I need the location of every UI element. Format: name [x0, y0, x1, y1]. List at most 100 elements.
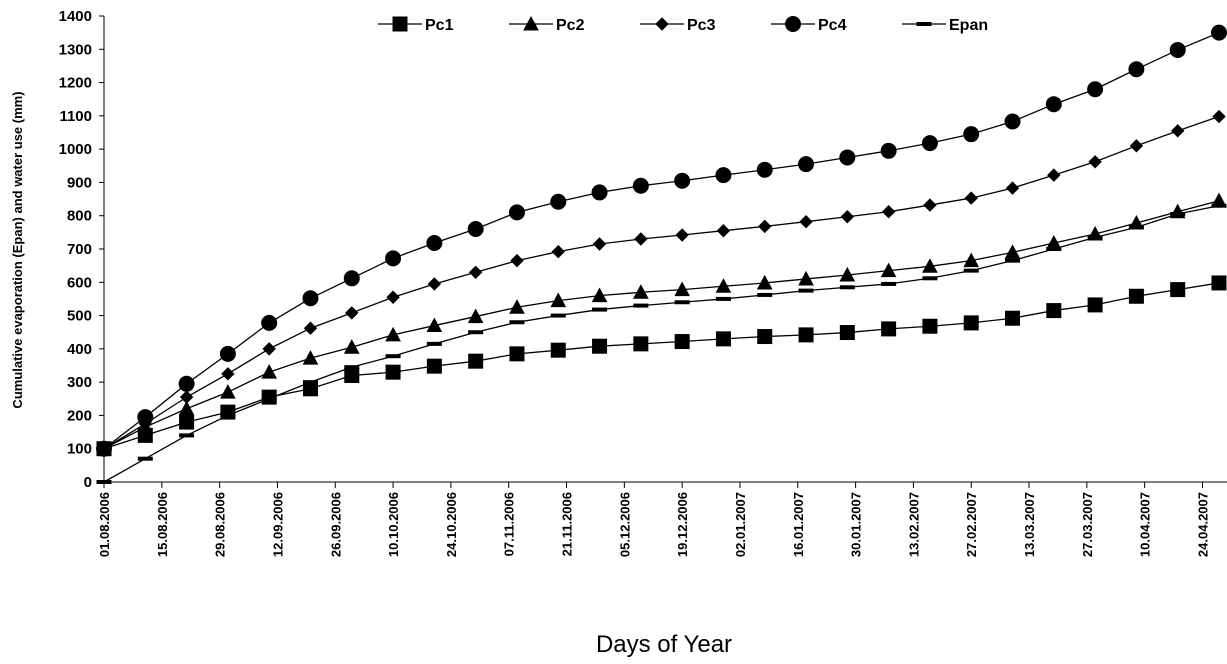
data-point [385, 250, 402, 267]
x-tick-label: 27.02.2007 [964, 492, 979, 557]
data-point [715, 167, 732, 184]
data-point [715, 331, 731, 347]
data-point [922, 318, 938, 334]
data-point [550, 292, 567, 308]
x-tick-label: 10.04.2007 [1138, 492, 1153, 557]
data-point [757, 329, 773, 345]
y-tick-label: 300 [67, 374, 92, 391]
x-tick-label: 24.04.2007 [1195, 492, 1210, 557]
data-point [509, 346, 525, 362]
y-tick-label: 1200 [59, 75, 92, 92]
data-point [756, 274, 773, 290]
data-point [839, 266, 856, 282]
data-point [1170, 282, 1186, 298]
data-point [221, 367, 235, 381]
data-point [96, 440, 112, 457]
data-point [1004, 244, 1021, 259]
data-point [1128, 61, 1145, 78]
y-axis-label: Cumulative evaporation (Epan) and water … [10, 91, 25, 408]
data-point [385, 364, 401, 380]
data-point [1128, 225, 1144, 230]
data-point [220, 384, 236, 399]
data-point [1129, 139, 1144, 153]
data-point [921, 135, 938, 152]
data-point [1005, 310, 1021, 326]
data-point [1211, 24, 1227, 41]
data-point [1170, 124, 1185, 138]
data-point [798, 270, 814, 286]
data-point [1170, 212, 1186, 217]
series-line [103, 205, 1220, 483]
legend-marker [655, 17, 669, 31]
x-tick-label: 07.11.2006 [502, 492, 517, 556]
x-tick-label: 29.08.2006 [213, 492, 228, 557]
data-point [591, 184, 608, 201]
data-point [261, 314, 278, 331]
x-tick-label: 16.01.2007 [791, 492, 806, 557]
series-line [103, 32, 1220, 450]
data-point [840, 210, 855, 224]
data-point [1046, 247, 1062, 251]
data-point [674, 300, 690, 305]
data-point [963, 268, 979, 273]
data-point [1005, 181, 1020, 195]
data-point [715, 296, 731, 301]
data-point [674, 281, 690, 297]
data-point [426, 317, 443, 333]
data-point [509, 299, 525, 314]
data-point [261, 364, 278, 379]
data-point [386, 290, 400, 304]
data-point [137, 409, 154, 426]
x-tick-label: 15.08.2006 [155, 492, 170, 557]
data-point [839, 285, 855, 290]
data-point [302, 380, 318, 385]
data-point [550, 313, 566, 318]
y-tick-label: 900 [67, 174, 92, 191]
data-point [426, 235, 443, 252]
x-tick-label: 27.03.2007 [1080, 492, 1095, 557]
x-tick-label: 02.01.2007 [733, 492, 748, 557]
data-point [179, 390, 194, 404]
x-tick-label: 13.03.2007 [1022, 492, 1037, 557]
data-point [963, 315, 979, 331]
data-point [1046, 303, 1062, 319]
data-point [1004, 113, 1021, 130]
x-axis-label: Days of Year [596, 631, 732, 658]
data-point [262, 342, 276, 356]
data-point [385, 326, 401, 342]
data-point [344, 367, 360, 383]
data-point [220, 413, 236, 418]
data-point [1211, 275, 1227, 291]
data-point [881, 205, 896, 219]
data-point [923, 198, 937, 212]
y-tick-label: 200 [67, 407, 92, 424]
x-tick-label: 13.02.2007 [906, 492, 921, 557]
data-point [179, 433, 195, 438]
x-tick-label: 19.12.2006 [675, 492, 690, 557]
data-point [756, 161, 773, 178]
legend-label: Epan [949, 17, 988, 34]
data-point [674, 172, 691, 189]
x-tick-label: 24.10.2006 [444, 492, 459, 557]
data-point [178, 375, 195, 392]
data-point [343, 339, 360, 354]
data-point [510, 253, 524, 268]
data-point [963, 252, 980, 268]
data-point [426, 341, 442, 346]
legend-marker [392, 16, 408, 32]
data-point [302, 350, 319, 365]
y-tick-label: 400 [67, 341, 92, 358]
data-point [633, 284, 649, 299]
x-tick-label: 01.08.2006 [97, 492, 112, 557]
data-point [632, 177, 649, 194]
data-point [839, 149, 856, 166]
data-point [468, 330, 484, 335]
data-point [96, 480, 112, 484]
data-point [1088, 155, 1102, 169]
series-line [103, 282, 1220, 450]
legend-label: Pc1 [425, 17, 454, 34]
y-tick-label: 1000 [59, 141, 92, 158]
y-tick-label: 1300 [59, 41, 92, 58]
x-tick-label: 05.12.2006 [617, 492, 632, 557]
data-point [798, 288, 814, 293]
